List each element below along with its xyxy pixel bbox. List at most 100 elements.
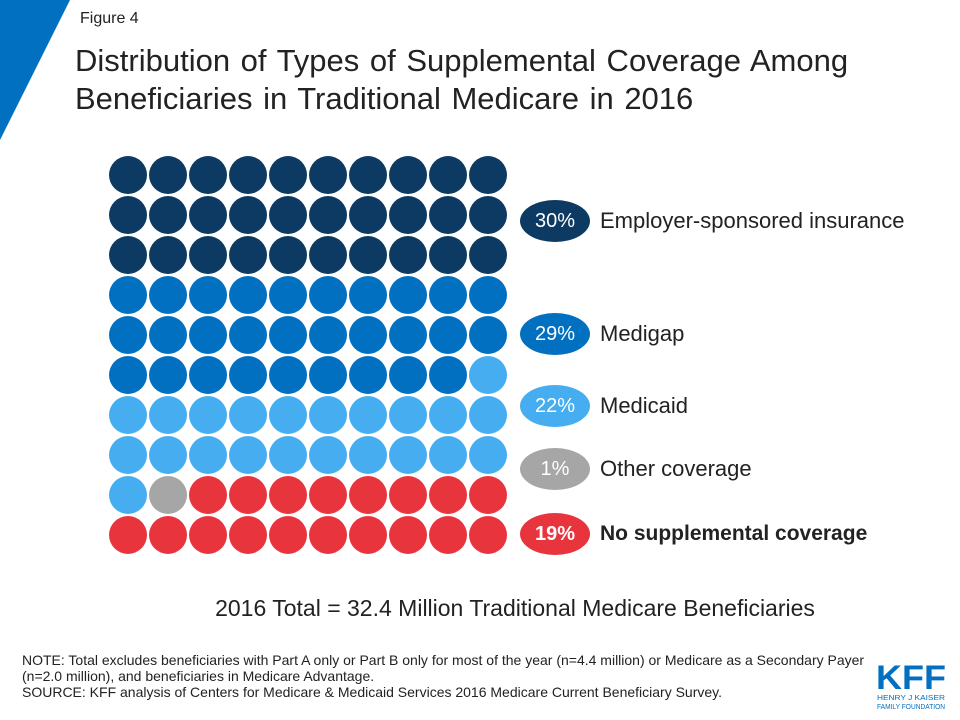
waffle-cell	[429, 436, 467, 474]
waffle-cell	[469, 236, 507, 274]
waffle-cell	[389, 396, 427, 434]
waffle-cell	[389, 476, 427, 514]
waffle-cell	[309, 516, 347, 554]
waffle-cell	[149, 236, 187, 274]
waffle-cell	[149, 436, 187, 474]
waffle-cell	[189, 156, 227, 194]
waffle-cell	[229, 156, 267, 194]
waffle-cell	[349, 236, 387, 274]
waffle-cell	[229, 316, 267, 354]
waffle-cell	[349, 516, 387, 554]
waffle-cell	[429, 196, 467, 234]
waffle-cell	[349, 156, 387, 194]
waffle-cell	[229, 396, 267, 434]
waffle-cell	[309, 316, 347, 354]
waffle-cell	[469, 156, 507, 194]
corner-accent-shape	[0, 0, 70, 140]
waffle-cell	[109, 276, 147, 314]
waffle-cell	[229, 276, 267, 314]
waffle-cell	[189, 316, 227, 354]
waffle-cell	[469, 516, 507, 554]
waffle-cell	[269, 476, 307, 514]
waffle-cell	[269, 516, 307, 554]
waffle-cell	[189, 436, 227, 474]
legend-badge-medicaid: 22%	[520, 385, 590, 427]
legend-badge-none: 19%	[520, 513, 590, 555]
waffle-cell	[149, 356, 187, 394]
legend-badge-employer: 30%	[520, 200, 590, 242]
waffle-cell	[149, 476, 187, 514]
waffle-cell	[429, 236, 467, 274]
legend-item-medigap: 29% Medigap	[520, 313, 684, 355]
waffle-cell	[189, 356, 227, 394]
figure-label: Figure 4	[80, 10, 139, 27]
waffle-cell	[309, 276, 347, 314]
waffle-cell	[109, 156, 147, 194]
waffle-cell	[309, 196, 347, 234]
source-text: SOURCE: KFF analysis of Centers for Medi…	[22, 684, 723, 700]
legend-label-employer: Employer-sponsored insurance	[600, 208, 905, 233]
waffle-cell	[149, 316, 187, 354]
waffle-cell	[349, 316, 387, 354]
waffle-cell	[309, 396, 347, 434]
waffle-cell	[109, 356, 147, 394]
logo-mark: KFF	[876, 659, 946, 697]
waffle-cell	[109, 196, 147, 234]
waffle-cell	[229, 196, 267, 234]
waffle-cell	[269, 236, 307, 274]
waffle-cell	[149, 516, 187, 554]
waffle-cell	[429, 396, 467, 434]
waffle-cell	[429, 516, 467, 554]
waffle-cell	[389, 516, 427, 554]
waffle-cell	[389, 236, 427, 274]
waffle-cell	[469, 196, 507, 234]
waffle-cell	[149, 196, 187, 234]
waffle-cell	[309, 356, 347, 394]
waffle-cell	[109, 396, 147, 434]
waffle-cell	[229, 236, 267, 274]
waffle-cell	[349, 436, 387, 474]
total-caption: 2016 Total = 32.4 Million Traditional Me…	[215, 595, 815, 621]
legend-label-none: No supplemental coverage	[600, 522, 868, 545]
waffle-cell	[389, 276, 427, 314]
waffle-cell	[349, 356, 387, 394]
waffle-cell	[229, 516, 267, 554]
waffle-cell	[189, 236, 227, 274]
chart-title: Distribution of Types of Supplemental Co…	[75, 43, 849, 116]
waffle-cell	[269, 436, 307, 474]
waffle-cell	[229, 436, 267, 474]
waffle-cell	[309, 476, 347, 514]
waffle-cell	[149, 396, 187, 434]
legend-badge-other: 1%	[520, 448, 590, 490]
waffle-cell	[269, 356, 307, 394]
waffle-cell	[309, 436, 347, 474]
waffle-cell	[429, 476, 467, 514]
waffle-cell	[229, 476, 267, 514]
waffle-cell	[269, 196, 307, 234]
waffle-cell	[109, 476, 147, 514]
note-text: NOTE: Total excludes beneficiaries with …	[22, 652, 865, 684]
waffle-cell	[269, 316, 307, 354]
waffle-cell	[389, 356, 427, 394]
waffle-cell	[309, 156, 347, 194]
legend-item-other: 1% Other coverage	[520, 448, 752, 490]
waffle-cell	[469, 356, 507, 394]
waffle-cell	[109, 436, 147, 474]
waffle-cell	[229, 356, 267, 394]
legend-item-none: 19% No supplemental coverage	[520, 513, 867, 555]
legend-item-employer: 30% Employer-sponsored insurance	[520, 200, 905, 242]
waffle-cell	[269, 156, 307, 194]
logo-line-1: HENRY J KAISER	[877, 693, 946, 702]
waffle-cell	[429, 156, 467, 194]
waffle-cell	[349, 476, 387, 514]
logo-line-2: FAMILY FOUNDATION	[877, 702, 945, 711]
waffle-cell	[189, 516, 227, 554]
waffle-cell	[389, 436, 427, 474]
waffle-cell	[109, 316, 147, 354]
waffle-cell	[469, 396, 507, 434]
waffle-cell	[149, 276, 187, 314]
waffle-cell	[349, 196, 387, 234]
waffle-cell	[109, 236, 147, 274]
legend-label-other: Other coverage	[600, 456, 752, 481]
waffle-cell	[469, 436, 507, 474]
